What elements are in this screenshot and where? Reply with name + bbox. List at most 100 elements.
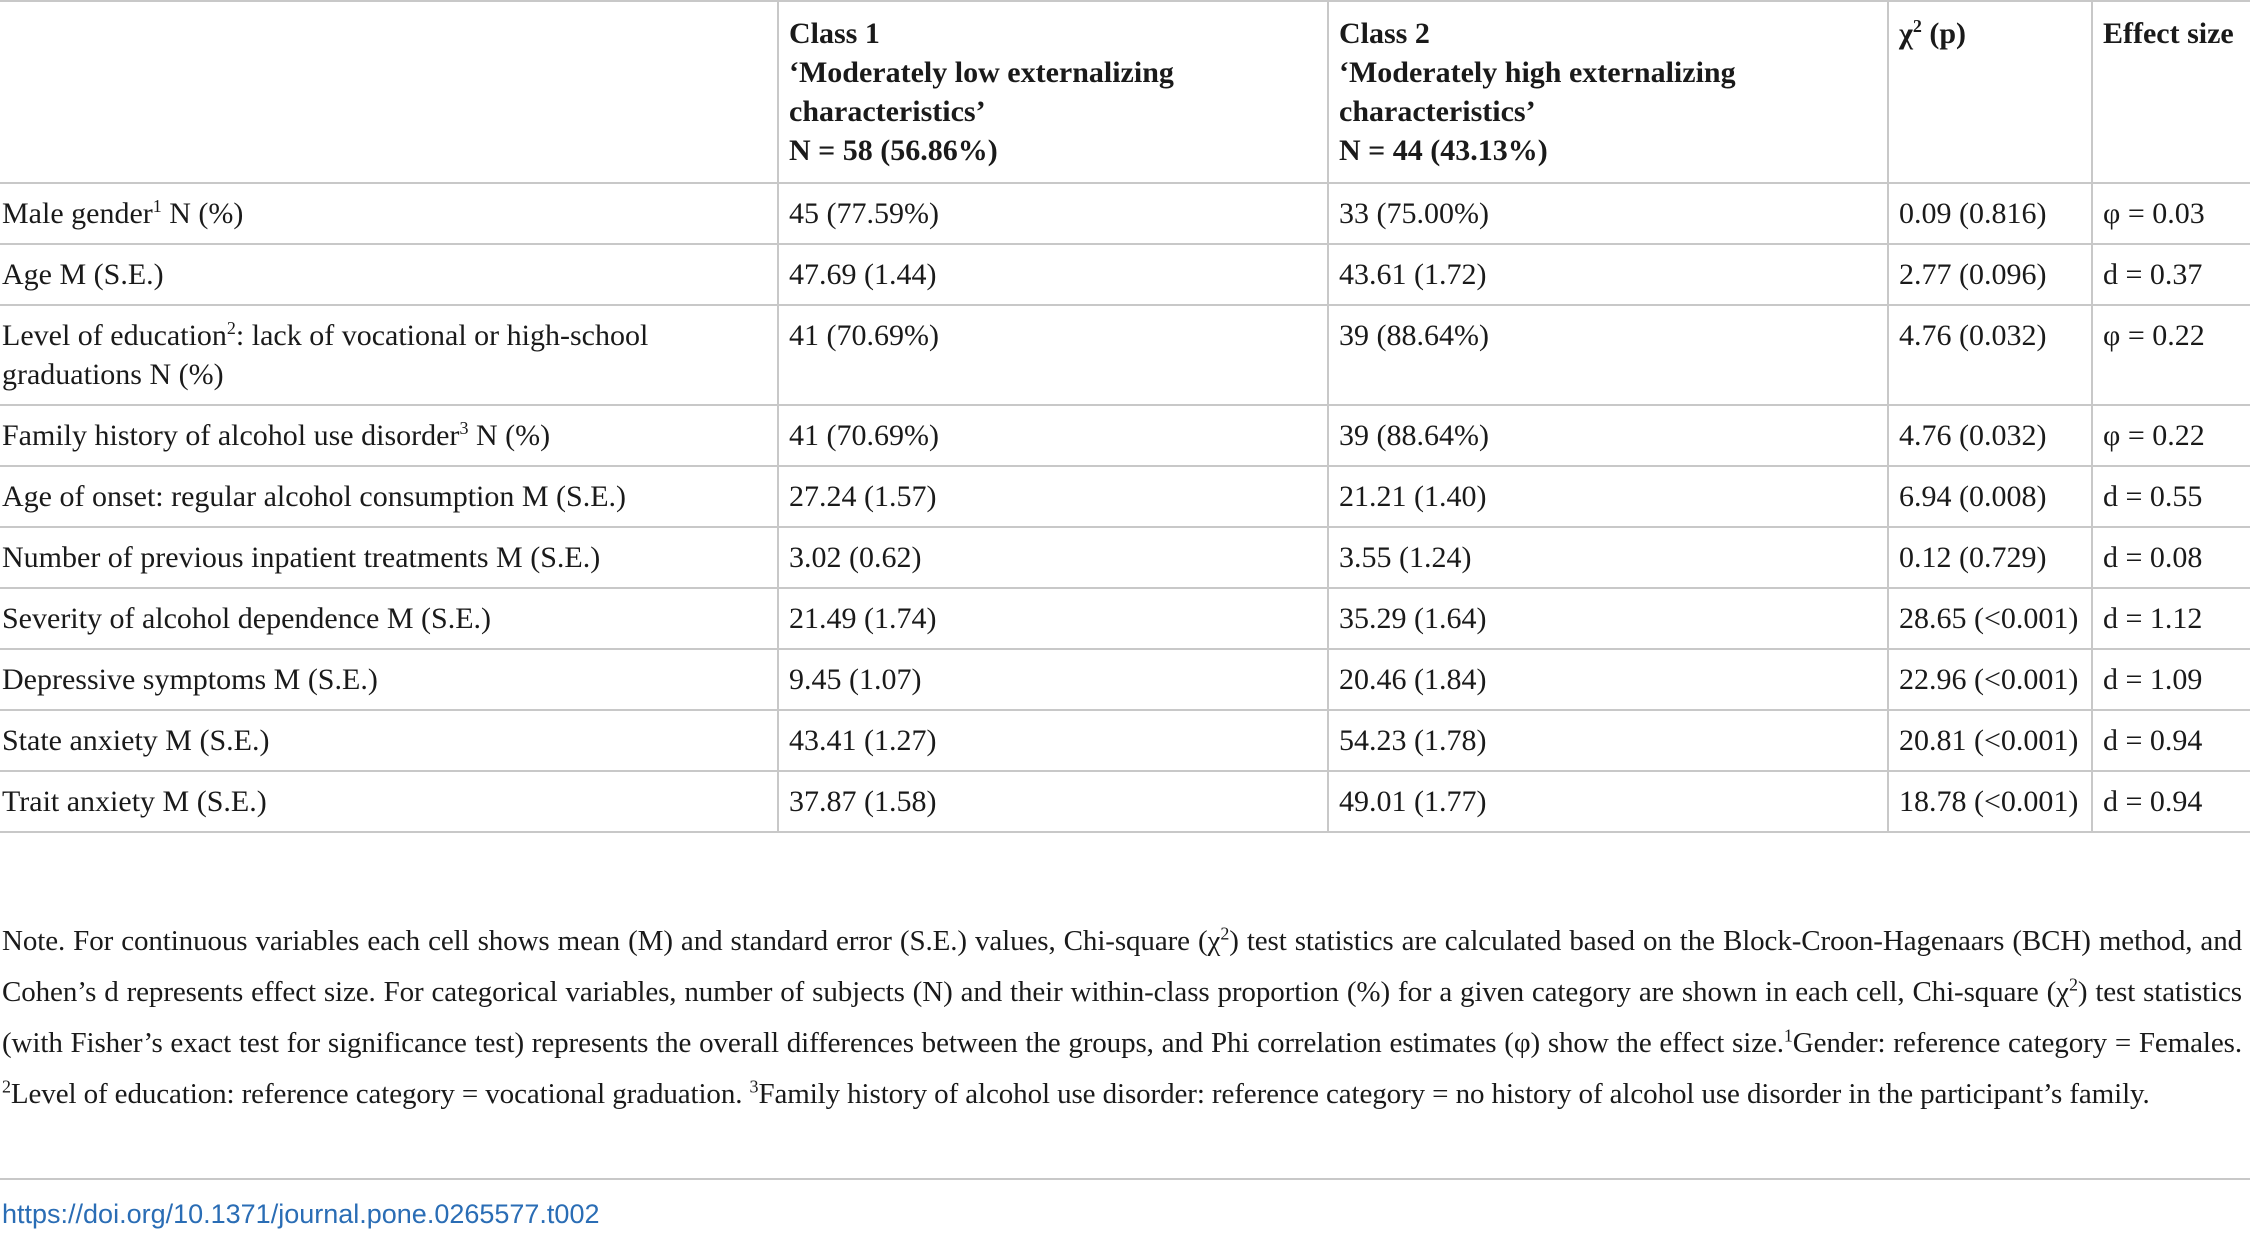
effect-size-value: d = 1.09: [2091, 648, 2250, 711]
row-label: Level of education2: lack of vocational …: [0, 304, 778, 406]
note-part-2: ) test statistics are calculated based o…: [2, 925, 2242, 1008]
row-label: Number of previous inpatient treatments …: [0, 526, 778, 589]
row-label: Severity of alcohol dependence M (S.E.): [0, 587, 778, 650]
header-class2: Class 2 ‘Moderately high externalizing c…: [1327, 0, 1888, 184]
header-class2-label: ‘Moderately high externalizing character…: [1339, 56, 1736, 128]
class2-value: 54.23 (1.78): [1327, 709, 1888, 772]
row-label-footnote: 2: [226, 318, 236, 338]
chi-square-value: 28.65 (<0.001): [1887, 587, 2092, 650]
class2-value: 33 (75.00%): [1327, 182, 1888, 245]
chi-square-value: 22.96 (<0.001): [1887, 648, 2092, 711]
row-label-text: State anxiety M (S.E.): [2, 724, 270, 757]
doi-divider: [0, 1178, 2250, 1180]
row-label: Age M (S.E.): [0, 243, 778, 306]
row-label-text: Severity of alcohol dependence M (S.E.): [2, 602, 492, 635]
note-part-1: Note. For continuous variables each cell…: [2, 925, 1221, 957]
doi-link[interactable]: https://doi.org/10.1371/journal.pone.026…: [2, 1199, 600, 1229]
results-table: Class 1 ‘Moderately low externalizing ch…: [0, 0, 2250, 833]
note-sup-4: 2: [2, 1076, 11, 1097]
row-label-suffix: N (%): [468, 419, 551, 452]
row-label-text: Depressive symptoms M (S.E.): [2, 663, 378, 696]
class2-value: 3.55 (1.24): [1327, 526, 1888, 589]
class2-value: 20.46 (1.84): [1327, 648, 1888, 711]
class2-value: 21.21 (1.40): [1327, 465, 1888, 528]
table-row: Trait anxiety M (S.E.) 37.87 (1.58) 49.01 …: [0, 770, 2250, 833]
table-row: Number of previous inpatient treatments …: [0, 526, 2250, 589]
header-row: Class 1 ‘Moderately low externalizing ch…: [0, 0, 2250, 184]
table-row: Male gender1 N (%) 45 (77.59%) 33 (75.00%)…: [0, 182, 2250, 245]
class1-value: 27.24 (1.57): [777, 465, 1328, 528]
table-note: Note. For continuous variables each cell…: [2, 916, 2242, 1120]
row-label-text: Number of previous inpatient treatments …: [2, 541, 601, 574]
header-effect-size: Effect size: [2091, 0, 2250, 184]
table-row: Age of onset: regular alcohol consumptio…: [0, 465, 2250, 528]
header-class1-title: Class 1: [789, 17, 880, 50]
class1-value: 45 (77.59%): [777, 182, 1328, 245]
row-label-suffix: N (%): [161, 197, 244, 230]
class2-value: 35.29 (1.64): [1327, 587, 1888, 650]
row-label: Age of onset: regular alcohol consumptio…: [0, 465, 778, 528]
row-label-text: Age M (S.E.): [2, 258, 164, 291]
effect-size-value: φ = 0.03: [2091, 182, 2250, 245]
table-row: Family history of alcohol use disorder3 …: [0, 404, 2250, 467]
effect-size-value: d = 0.94: [2091, 709, 2250, 772]
class1-value: 37.87 (1.58): [777, 770, 1328, 833]
row-label-text: Family history of alcohol use disorder: [2, 419, 460, 452]
effect-size-value: φ = 0.22: [2091, 404, 2250, 467]
class1-value: 21.49 (1.74): [777, 587, 1328, 650]
class1-value: 3.02 (0.62): [777, 526, 1328, 589]
row-label-text: Trait anxiety M (S.E.): [2, 785, 267, 818]
class1-value: 43.41 (1.27): [777, 709, 1328, 772]
row-label: Male gender1 N (%): [0, 182, 778, 245]
chi-square-value: 0.09 (0.816): [1887, 182, 2092, 245]
class1-value: 47.69 (1.44): [777, 243, 1328, 306]
class1-value: 9.45 (1.07): [777, 648, 1328, 711]
header-chi-symbol: χ: [1899, 17, 1913, 50]
chi-square-value: 18.78 (<0.001): [1887, 770, 2092, 833]
row-label: Depressive symptoms M (S.E.): [0, 648, 778, 711]
chi-square-value: 4.76 (0.032): [1887, 304, 2092, 406]
row-label: Family history of alcohol use disorder3 …: [0, 404, 778, 467]
header-chi-rest: (p): [1921, 17, 1967, 50]
header-chi-square: χ2 (p): [1887, 0, 2092, 184]
note-sup-2: 2: [2068, 974, 2078, 995]
class1-value: 41 (70.69%): [777, 304, 1328, 406]
row-label-footnote: 1: [152, 196, 162, 216]
row-label: Trait anxiety M (S.E.): [0, 770, 778, 833]
class2-value: 43.61 (1.72): [1327, 243, 1888, 306]
class2-value: 39 (88.64%): [1327, 404, 1888, 467]
effect-size-value: d = 1.12: [2091, 587, 2250, 650]
header-class1: Class 1 ‘Moderately low externalizing ch…: [777, 0, 1328, 184]
note-part-4: Gender: reference category = Females.: [1792, 1027, 2242, 1059]
chi-square-value: 20.81 (<0.001): [1887, 709, 2092, 772]
row-label: State anxiety M (S.E.): [0, 709, 778, 772]
table-body: Male gender1 N (%) 45 (77.59%) 33 (75.00%)…: [0, 182, 2250, 833]
chi-square-value: 0.12 (0.729): [1887, 526, 2092, 589]
class2-value: 49.01 (1.77): [1327, 770, 1888, 833]
row-label-suffix: : lack of vocational or high-school grad…: [2, 319, 649, 391]
note-sup-1: 2: [1220, 923, 1230, 944]
table-row: Depressive symptoms M (S.E.) 9.45 (1.07) 2…: [0, 648, 2250, 711]
class1-value: 41 (70.69%): [777, 404, 1328, 467]
chi-square-value: 6.94 (0.008): [1887, 465, 2092, 528]
header-class1-n: N = 58 (56.86%): [789, 134, 998, 167]
chi-square-value: 2.77 (0.096): [1887, 243, 2092, 306]
note-part-6: Family history of alcohol use disorder: …: [758, 1078, 2150, 1110]
header-class2-n: N = 44 (43.13%): [1339, 134, 1548, 167]
row-label-text: Age of onset: regular alcohol consumptio…: [2, 480, 627, 513]
header-class1-label: ‘Moderately low externalizing characteri…: [789, 56, 1174, 128]
row-label-text: Male gender: [2, 197, 153, 230]
header-class2-title: Class 2: [1339, 17, 1430, 50]
table-row: Severity of alcohol dependence M (S.E.) 2…: [0, 587, 2250, 650]
effect-size-value: d = 0.37: [2091, 243, 2250, 306]
effect-size-value: d = 0.08: [2091, 526, 2250, 589]
effect-size-value: d = 0.94: [2091, 770, 2250, 833]
chi-square-value: 4.76 (0.032): [1887, 404, 2092, 467]
row-label-footnote: 3: [459, 418, 469, 438]
table-row: Age M (S.E.) 47.69 (1.44) 43.61 (1.72) 2.77…: [0, 243, 2250, 306]
header-variable: [0, 0, 778, 184]
class2-value: 39 (88.64%): [1327, 304, 1888, 406]
effect-size-value: d = 0.55: [2091, 465, 2250, 528]
note-part-5: Level of education: reference category =…: [10, 1078, 750, 1110]
effect-size-value: φ = 0.22: [2091, 304, 2250, 406]
